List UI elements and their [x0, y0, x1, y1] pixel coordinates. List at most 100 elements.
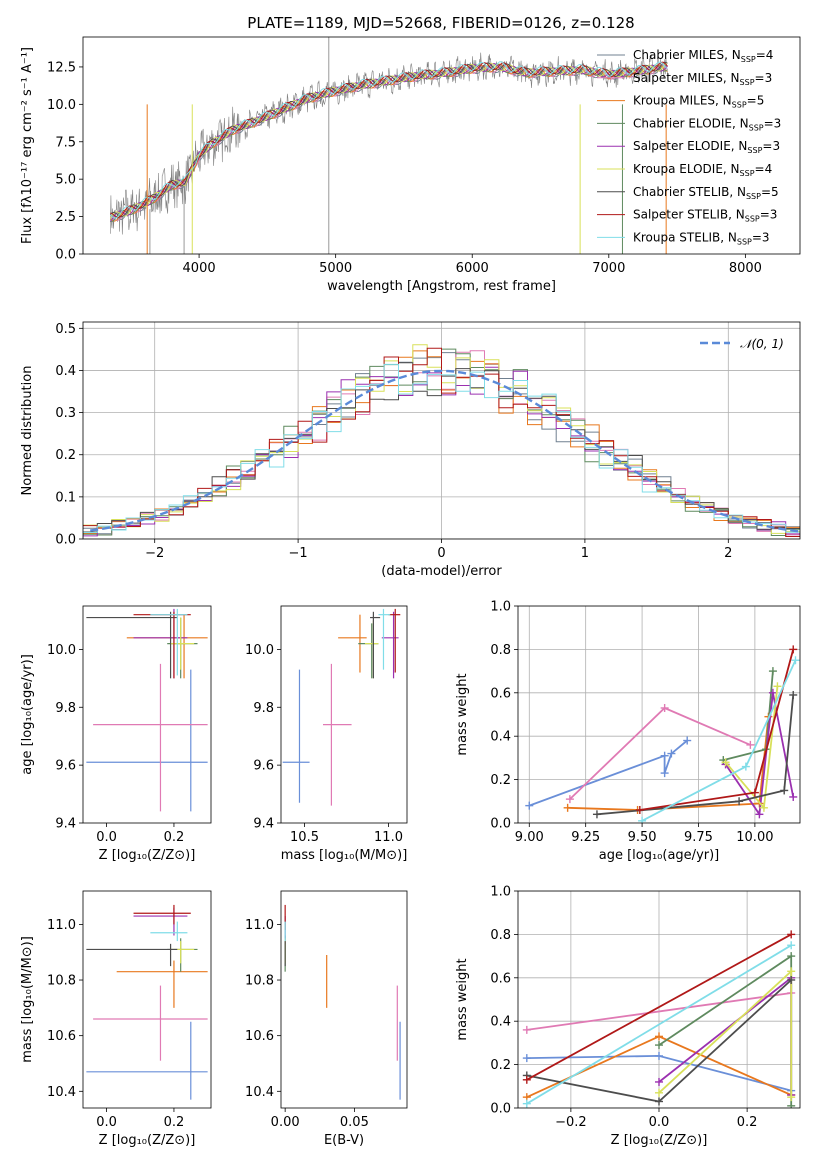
residuals-xtick-label: 2 [724, 546, 732, 561]
weight_vs_Z-marker-7-0 [522, 1075, 531, 1084]
weight_vs_Z-marker-0-0 [522, 1054, 531, 1063]
legend-label-kroupa_miles: Kroupa MILES, NSSP=5 [633, 94, 764, 110]
spectrum-xtick-label: 8000 [729, 261, 762, 276]
mass_vs_ebv-ytick-label: 11.0 [245, 918, 274, 933]
weight_vs_Z-series-1 [526, 992, 792, 1031]
weight_vs_Z-marker-8-1 [787, 941, 796, 950]
spectrum-model-line-salpeter_elodie [109, 63, 668, 222]
age_vs_mass-ytick-label: 9.8 [253, 701, 274, 716]
axes-frame [517, 890, 801, 1109]
spectrum-model-line-kroupa_stelib [110, 61, 668, 219]
mass_vs_Z-ytick-label: 10.8 [47, 974, 76, 989]
age_vs_Z-ylabel: age [log₁₀(age/yr)] [20, 654, 35, 775]
mass_vs_Z-ytick-label: 10.4 [47, 1085, 76, 1100]
weight_vs_age-marker-1-1 [660, 703, 669, 712]
weight_vs_Z-marker-7-1 [787, 930, 796, 939]
panel-mass_vs_ebv: 0.00 0.05 10.4 10.6 10.8 11.0 E(B-V) [245, 890, 408, 1148]
age_vs_mass-xtick-label: 10.5 [290, 830, 319, 845]
weight_vs_age-marker-5-1 [759, 803, 768, 812]
mass_vs_Z-ytick-label: 10.6 [47, 1029, 76, 1044]
age_vs_mass-xlabel: mass [log₁₀(M/M⊙)] [281, 848, 408, 863]
figure-title: PLATE=1189, MJD=52668, FIBERID=0126, z=0… [247, 14, 634, 32]
legend-label-chabrier_miles: Chabrier MILES, NSSP=4 [633, 48, 773, 64]
weight_vs_Z-marker-5-2 [787, 1093, 796, 1102]
residuals-xtick-label: 0 [437, 546, 445, 561]
weight_vs_age-ytick-label: 0.2 [490, 773, 511, 788]
spectrum-model-line-chabrier_elodie [110, 63, 668, 223]
weight_vs_Z-series-5 [658, 969, 793, 1098]
age_vs_Z-ytick-label: 10.0 [47, 643, 76, 658]
spectrum-ytick-label: 10.0 [47, 98, 76, 113]
residuals-xlabel: (data-model)/error [381, 564, 502, 579]
age_vs_Z-xtick-label: 0.2 [164, 830, 185, 845]
spectrum-ytick-label: 5.0 [55, 173, 76, 188]
weight_vs_age-marker-6-0 [592, 810, 601, 819]
residuals-ytick-label: 0.2 [55, 448, 76, 463]
spectrum-ytick-label: 2.5 [55, 210, 76, 225]
weight_vs_Z-marker-3-0 [655, 1041, 663, 1050]
weight_vs_age-marker-7-1 [750, 788, 759, 797]
mass_vs_Z-ylabel: mass [log₁₀(M/M⊙)] [20, 936, 35, 1063]
axes-frame [82, 321, 801, 540]
weight_vs_Z-xtick-label: 0.2 [737, 1115, 758, 1130]
residuals-ytick-label: 0.5 [55, 322, 76, 337]
weight_vs_age-series-1 [569, 706, 751, 800]
residuals-ytick-label: 0.4 [55, 364, 76, 379]
weight_vs_Z-xlabel: Z [log₁₀(Z/Z⊙)] [611, 1133, 708, 1148]
weight_vs_age-marker-1-2 [746, 740, 755, 749]
weight_vs_age-marker-0-3 [667, 749, 676, 758]
panel-weight_vs_age: 9.00 9.25 9.50 9.75 10.00 0.0 0.2 0.4 0.6 0.8 1.0 a… [455, 600, 801, 863]
weight_vs_Z-marker-3-2 [787, 1101, 796, 1108]
spectrum-ytick-label: 0.0 [55, 248, 76, 263]
weight_vs_Z-marker-5-1 [787, 967, 796, 976]
weight_vs_Z-series-7 [526, 933, 792, 1081]
legend-label-salpeter_stelib: Salpeter STELIB, NSSP=3 [633, 208, 777, 224]
weight_vs_Z-ytick-label: 0.4 [490, 1015, 511, 1030]
weight_vs_age-ytick-label: 0.4 [490, 730, 511, 745]
mass_vs_ebv-xtick-label: 0.00 [271, 1115, 300, 1130]
weight_vs_Z-ylabel: mass weight [455, 958, 470, 1040]
weight_vs_age-ylabel: mass weight [455, 673, 470, 755]
weight_vs_age-xtick-label: 9.50 [628, 830, 657, 845]
spectrum-ytick-label: 12.5 [47, 60, 76, 75]
age_vs_Z-ytick-label: 9.6 [55, 759, 76, 774]
weight_vs_age-ytick-label: 0.6 [490, 686, 511, 701]
legend-label-salpeter_elodie: Salpeter ELODIE, NSSP=3 [633, 139, 780, 155]
weight_vs_Z-ytick-label: 0.0 [490, 1102, 511, 1117]
weight_vs_age-marker-0-2 [660, 769, 669, 778]
mass_vs_Z-xtick-label: 0.0 [96, 1115, 117, 1130]
mass_vs_ebv-xlabel: E(B-V) [324, 1133, 364, 1148]
mass_vs_Z-ytick-label: 11.0 [47, 918, 76, 933]
mass_vs_Z-plot-area [86, 904, 208, 1100]
weight_vs_age-ytick-label: 0.0 [490, 817, 511, 832]
age_vs_Z-xlabel: Z [log₁₀(Z/Z⊙)] [99, 848, 196, 863]
weight_vs_age-marker-7-2 [789, 645, 798, 654]
weight_vs_age-marker-4-2 [768, 688, 777, 697]
axes-frame [280, 605, 408, 824]
weight_vs_Z-ytick-label: 0.2 [490, 1058, 511, 1073]
gaussian-legend-label: 𝒩(0, 1) [740, 337, 784, 351]
spectrum-legend: Chabrier MILES, NSSP=4 Salpeter MILES, NS… [597, 48, 781, 246]
mass_vs_Z-xlabel: Z [log₁₀(Z/Z⊙)] [99, 1133, 196, 1148]
spectrum-xlabel: wavelength [Angstrom, rest frame] [327, 279, 556, 294]
weight_vs_age-xlabel: age [log₁₀(age/yr)] [599, 848, 720, 863]
mass_vs_Z-xtick-label: 0.2 [164, 1115, 185, 1130]
spectrum-xtick-label: 4000 [183, 261, 216, 276]
residuals-ytick-label: 0.1 [55, 490, 76, 505]
weight_vs_age-marker-6-1 [735, 797, 744, 806]
axes-frame [82, 605, 212, 824]
weight_vs_age-xtick-label: 9.25 [571, 830, 600, 845]
age_vs_Z-ytick-label: 9.4 [55, 817, 76, 832]
panel-spectrum: 4000 5000 6000 7000 8000 0.0 2.5 5.0 7.5 10.0 12.5… [20, 36, 801, 294]
spectrum-model-line-chabrier_miles [110, 64, 668, 221]
spectrum-model-line-salpeter_stelib [110, 61, 668, 218]
spectrum-model-line-kroupa_miles [110, 63, 668, 222]
weight_vs_Z-plot-area [518, 891, 800, 1108]
spectrum-xtick-label: 7000 [592, 261, 625, 276]
mass_vs_ebv-ytick-label: 10.8 [245, 974, 274, 989]
weight_vs_Z-marker-4-0 [655, 1077, 663, 1086]
weight_vs_Z-series-8 [526, 944, 792, 1105]
axes-frame [280, 890, 408, 1109]
residuals-xtick-label: −1 [289, 546, 308, 561]
residuals-ytick-label: 0.3 [55, 406, 76, 421]
